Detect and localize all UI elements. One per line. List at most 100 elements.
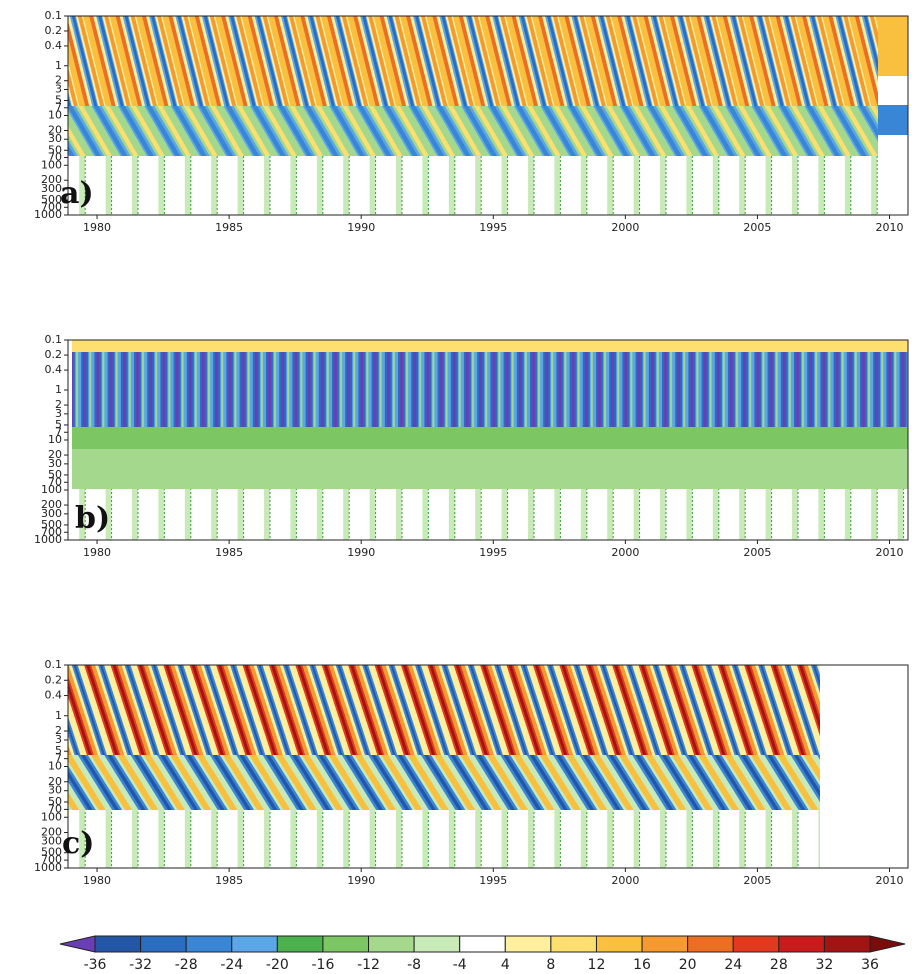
x-tick-label: 1990 <box>347 546 375 559</box>
colorbar-label: 32 <box>815 957 833 973</box>
y-tick-label: 50 <box>48 143 62 156</box>
y-tick-label: 200 <box>41 498 62 511</box>
colorbar-segment <box>823 935 871 953</box>
x-tick-label: 1995 <box>479 874 507 887</box>
colorbar-label: 36 <box>861 957 879 973</box>
y-tick-label: 0.2 <box>45 673 63 686</box>
y-tick-label: 100 <box>41 483 62 496</box>
panel-label: b) <box>75 501 110 536</box>
y-tick-label: 300 <box>41 507 62 520</box>
panel-label: c) <box>62 826 94 861</box>
x-tick-label: 2005 <box>743 221 771 234</box>
y-tick-label: 700 <box>41 853 62 866</box>
colorbar-under <box>59 935 96 953</box>
colorbar-segment <box>778 935 825 953</box>
y-tick-label: 1 <box>55 383 62 396</box>
colorbar-segment <box>231 935 278 953</box>
y-tick-label: 100 <box>41 810 62 823</box>
colorbar-segment <box>732 935 780 953</box>
field-a <box>68 16 908 215</box>
y-tick-label: 5 <box>55 418 62 431</box>
colorbar-label: 24 <box>724 957 742 973</box>
colorbar-label: 12 <box>588 957 606 973</box>
x-tick-label: 1995 <box>479 221 507 234</box>
y-tick-label: 0.1 <box>45 658 63 671</box>
colorbar-segment <box>322 935 370 953</box>
panel-label: a) <box>60 176 94 211</box>
y-tick-label: 700 <box>41 200 62 213</box>
y-tick-label: 100 <box>41 158 62 171</box>
y-tick-label: 5 <box>55 94 62 107</box>
y-tick-label: 50 <box>48 795 62 808</box>
y-tick-label: 0.4 <box>45 689 63 702</box>
y-tick-label: 1 <box>55 709 62 722</box>
colorbar-label: 28 <box>770 957 788 973</box>
x-tick-label: 1990 <box>347 221 375 234</box>
y-tick-label: 2 <box>55 724 62 737</box>
x-tick-label: 2000 <box>611 874 639 887</box>
y-tick-label: 20 <box>48 775 62 788</box>
y-tick-label: 20 <box>48 448 62 461</box>
colorbar-label: 20 <box>679 957 697 973</box>
x-tick-label: 2000 <box>611 546 639 559</box>
colorbar-segment <box>641 935 689 953</box>
colorbar-label: -32 <box>129 957 152 973</box>
y-tick-label: 5 <box>55 744 62 757</box>
colorbar-segment <box>413 935 461 953</box>
y-tick-label: 0.1 <box>45 333 63 346</box>
y-tick-label: 70 <box>48 475 62 488</box>
colorbar-label: -36 <box>84 957 107 973</box>
y-tick-label: 0.4 <box>45 39 63 52</box>
x-tick-label: 2010 <box>876 546 904 559</box>
y-tick-label: 10 <box>48 109 62 122</box>
y-tick-label: 70 <box>48 151 62 164</box>
x-tick-label: 2005 <box>743 874 771 887</box>
y-tick-label: 30 <box>48 132 62 145</box>
field-b <box>72 340 908 540</box>
x-tick-label: 2005 <box>743 546 771 559</box>
y-tick-label: 3 <box>55 407 62 420</box>
colorbar-segment <box>550 935 597 953</box>
colorbar-segment <box>276 935 324 953</box>
colorbar-segment <box>504 935 552 953</box>
x-tick-label: 1995 <box>479 546 507 559</box>
colorbar-label: 8 <box>546 957 555 973</box>
y-tick-label: 200 <box>41 173 62 186</box>
y-tick-label: 20 <box>48 123 62 136</box>
colorbar-label: -24 <box>220 957 243 973</box>
x-tick-label: 1980 <box>83 874 111 887</box>
colorbar-label: -28 <box>175 957 198 973</box>
y-tick-label: 300 <box>41 834 62 847</box>
x-tick-label: 2010 <box>876 874 904 887</box>
y-tick-label: 500 <box>41 518 62 531</box>
y-tick-label: 7 <box>55 752 62 765</box>
y-tick-label: 200 <box>41 826 62 839</box>
colorbar-segment <box>94 935 142 953</box>
y-tick-label: 10 <box>48 433 62 446</box>
y-tick-label: 500 <box>41 846 62 859</box>
y-tick-label: 50 <box>48 468 62 481</box>
y-tick-label: 1000 <box>34 861 62 874</box>
y-tick-label: 3 <box>55 82 62 95</box>
colorbar-segment <box>368 935 415 953</box>
colorbar-label: 16 <box>633 957 651 973</box>
x-tick-label: 1985 <box>215 546 243 559</box>
colorbar-label: -8 <box>407 957 421 973</box>
x-tick-label: 1980 <box>83 221 111 234</box>
x-tick-label: 1980 <box>83 546 111 559</box>
y-tick-label: 700 <box>41 525 62 538</box>
y-tick-label: 2 <box>55 398 62 411</box>
colorbar-segment <box>595 935 643 953</box>
y-tick-label: 300 <box>41 182 62 195</box>
colorbar-label: -12 <box>357 957 380 973</box>
colorbar-label: -20 <box>266 957 289 973</box>
colorbar-segment <box>687 935 734 953</box>
y-tick-label: 1000 <box>34 533 62 546</box>
x-tick-label: 2010 <box>876 221 904 234</box>
y-tick-label: 500 <box>41 193 62 206</box>
x-tick-label: 2000 <box>611 221 639 234</box>
x-tick-label: 1990 <box>347 874 375 887</box>
y-tick-label: 7 <box>55 425 62 438</box>
x-tick-label: 1985 <box>215 874 243 887</box>
